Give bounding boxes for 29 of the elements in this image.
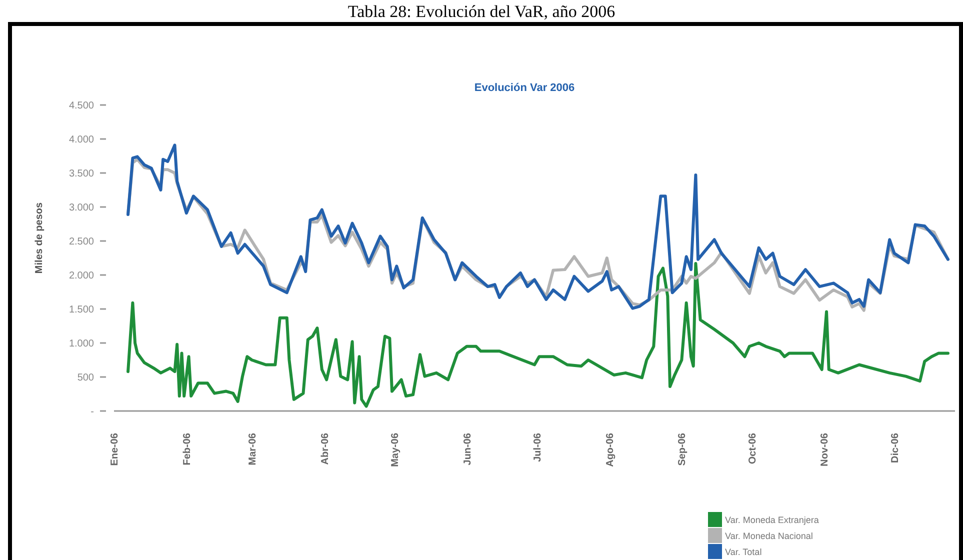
y-tick-label: 1.500 [68,304,94,316]
x-tick-label: Ago-06 [604,432,616,467]
legend-label: Var. Total [725,547,762,558]
y-tick-label: 2.000 [68,270,94,282]
y-tick-label: 3.000 [68,202,94,214]
legend-label: Var. Moneda Nacional [725,531,813,542]
x-tick-label: Jul-06 [532,432,544,462]
x-tick-label: Mar-06 [247,432,258,466]
y-tick-label: 4.000 [68,134,94,146]
text: Tabla 28: Evolución del VaR, año 2006 [348,2,616,21]
y-tick-label: - [90,406,94,418]
x-tick-label: Nov-06 [820,432,831,466]
y-tick-label: 2.500 [68,236,94,248]
y-tick-label: 1.000 [68,338,94,350]
x-tick-label: May-06 [390,432,401,467]
x-tick-label: Dic-06 [890,432,901,464]
legend-label: Var. Moneda Extranjera [725,515,819,526]
y-axis-title: Miles de pesos [34,202,45,274]
x-tick-label: Abr-06 [320,432,331,465]
x-tick-label: Feb-06 [182,432,193,466]
chart-title: Evolución Var 2006 [474,82,575,94]
x-tick-label: Ene-06 [110,432,120,466]
y-tick-label: 3.500 [68,168,94,180]
x-tick-label: Jun-06 [462,432,474,466]
x-tick-label: Sep-06 [677,432,688,466]
y-tick-label: 4.500 [68,100,94,112]
x-tick-label: Oct-06 [747,432,758,464]
line-series [126,262,950,408]
y-tick-label: 500 [77,372,94,384]
